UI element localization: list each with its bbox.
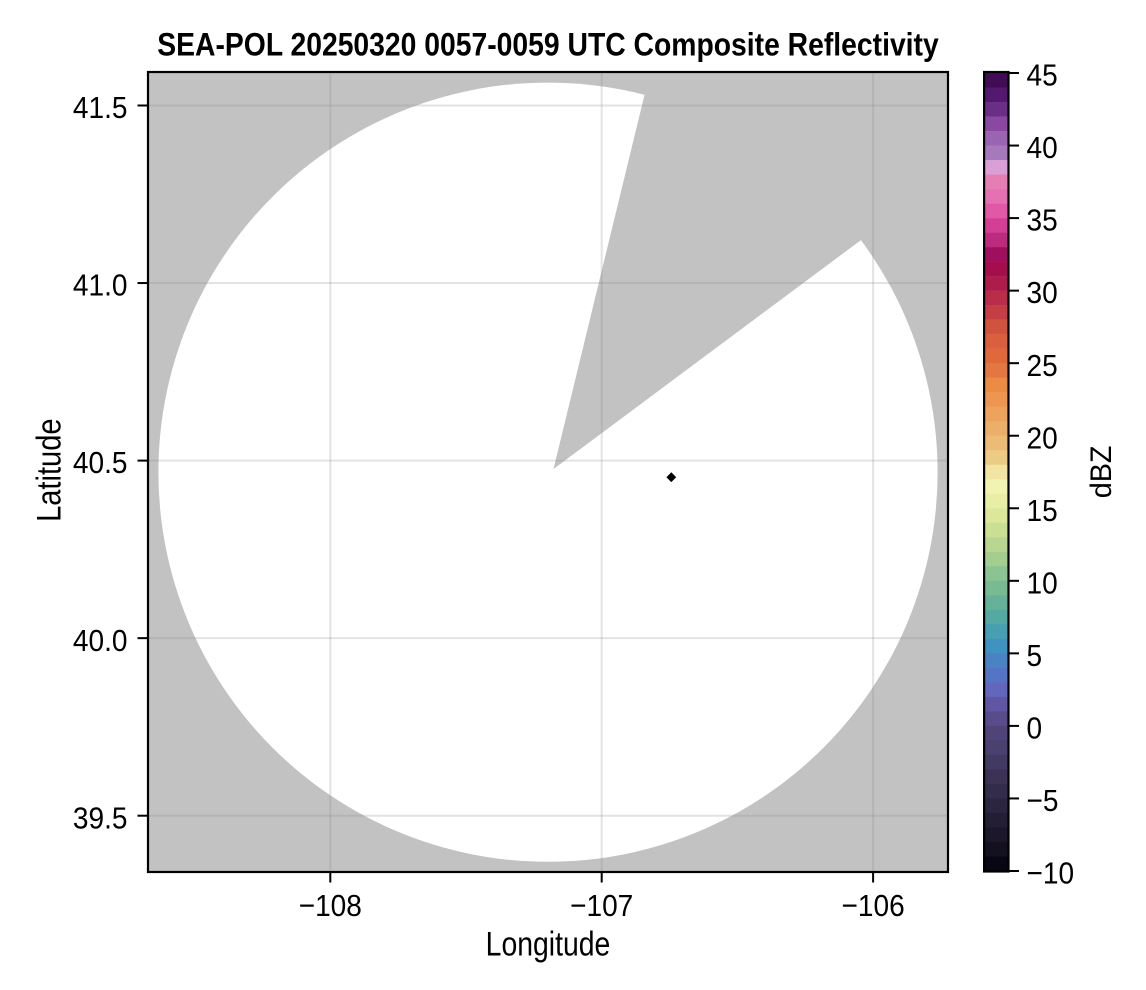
svg-text:30: 30 [1027,276,1058,311]
svg-text:−10: −10 [1027,856,1075,891]
svg-text:dBZ: dBZ [1085,445,1119,498]
svg-text:40.5: 40.5 [73,446,128,481]
svg-text:40: 40 [1027,131,1058,166]
svg-text:15: 15 [1027,494,1058,529]
svg-text:45: 45 [1027,58,1058,93]
svg-text:10: 10 [1027,566,1058,601]
svg-text:0: 0 [1027,711,1043,746]
svg-text:−106: −106 [842,889,905,924]
svg-text:−108: −108 [299,889,362,924]
svg-text:Latitude: Latitude [29,418,68,521]
svg-text:35: 35 [1027,203,1058,238]
svg-text:39.5: 39.5 [73,801,128,836]
svg-text:−5: −5 [1027,784,1059,819]
svg-text:20: 20 [1027,421,1058,456]
svg-text:41.0: 41.0 [73,268,128,303]
svg-text:Longitude: Longitude [486,925,611,963]
svg-text:41.5: 41.5 [73,91,128,126]
svg-text:SEA-POL 20250320 0057-0059 UTC: SEA-POL 20250320 0057-0059 UTC Composite… [157,28,939,63]
svg-text:40.0: 40.0 [73,624,128,659]
svg-text:5: 5 [1027,639,1043,674]
svg-text:−107: −107 [570,889,633,924]
svg-text:25: 25 [1027,349,1058,384]
